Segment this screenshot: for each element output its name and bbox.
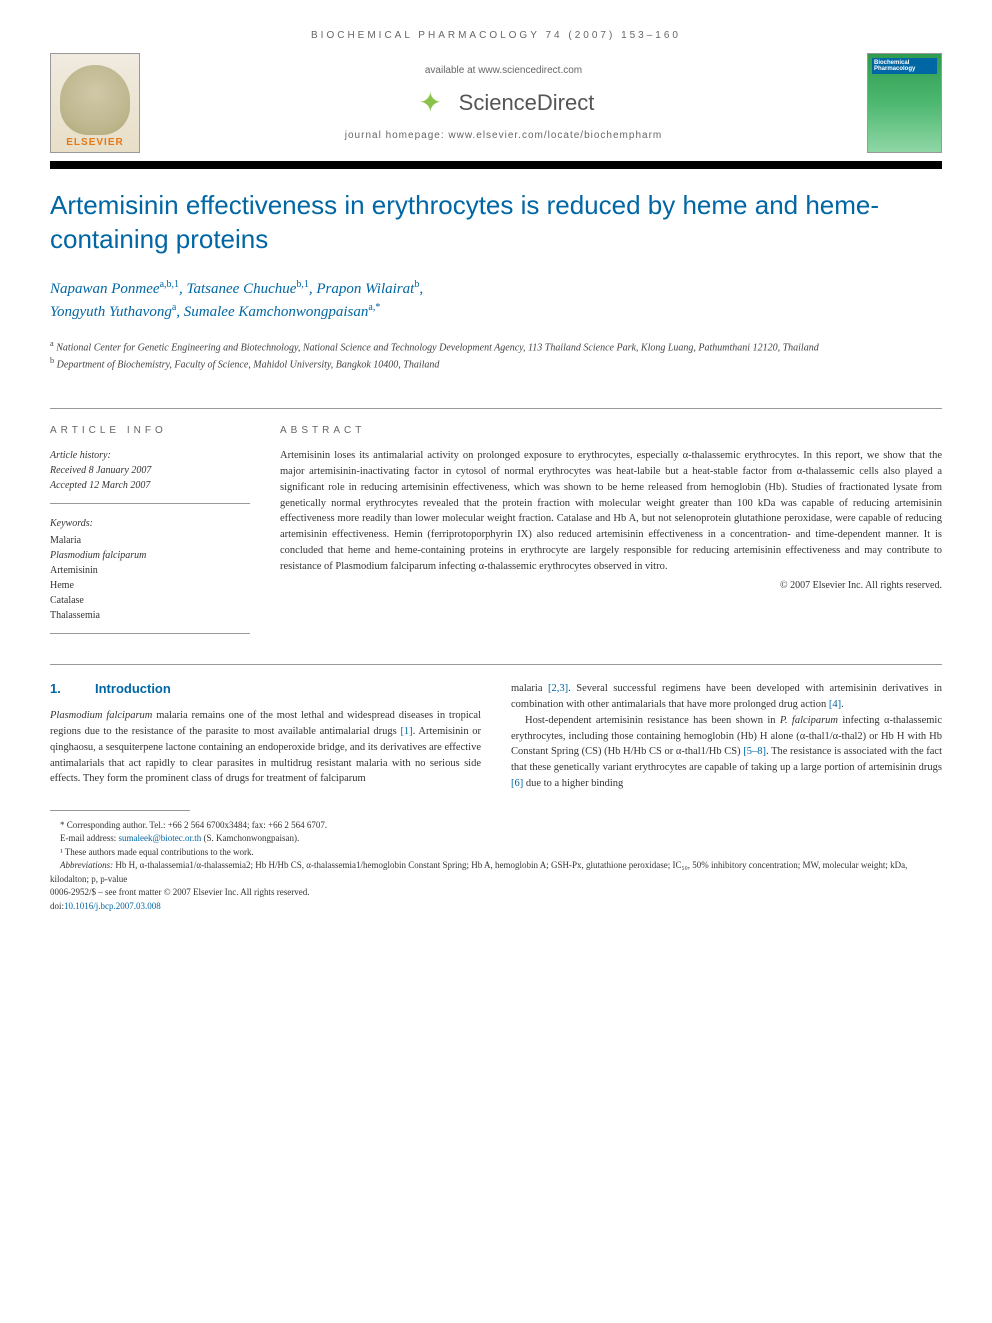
abstract: ABSTRACT Artemisinin loses its antimalar… bbox=[280, 425, 942, 634]
article-info: ARTICLE INFO Article history: Received 8… bbox=[50, 425, 250, 634]
equal-contribution: ¹ These authors made equal contributions… bbox=[50, 846, 942, 860]
section-heading: 1.Introduction bbox=[50, 681, 481, 696]
keyword: Plasmodium falciparum bbox=[50, 548, 250, 563]
author: Napawan Ponmeea,b,1 bbox=[50, 281, 179, 297]
column-right: malaria [2,3]. Several successful regime… bbox=[511, 681, 942, 791]
author: Sumalee Kamchonwongpaisana,* bbox=[184, 304, 381, 320]
title-section: Artemisinin effectiveness in erythrocyte… bbox=[50, 169, 942, 392]
email-link[interactable]: sumaleek@biotec.or.th bbox=[118, 833, 201, 843]
author: Prapon Wilairatb bbox=[316, 281, 419, 297]
separator-bar bbox=[50, 161, 942, 169]
ref-link[interactable]: [5–8] bbox=[743, 746, 766, 757]
article-info-header: ARTICLE INFO bbox=[50, 425, 250, 436]
info-abstract-row: ARTICLE INFO Article history: Received 8… bbox=[50, 425, 942, 634]
cover-title: Biochemical Pharmacology bbox=[872, 58, 937, 74]
body-text: malaria [2,3]. Several successful regime… bbox=[511, 681, 942, 791]
article-title: Artemisinin effectiveness in erythrocyte… bbox=[50, 189, 942, 257]
keyword: Catalase bbox=[50, 593, 250, 608]
issn-line: 0006-2952/$ – see front matter © 2007 El… bbox=[50, 886, 942, 900]
author: Tatsanee Chuchueb,1 bbox=[187, 281, 309, 297]
keywords-list: Malaria Plasmodium falciparum Artemisini… bbox=[50, 533, 250, 634]
doi-line: doi:10.1016/j.bcp.2007.03.008 bbox=[50, 900, 942, 914]
keyword: Heme bbox=[50, 578, 250, 593]
sciencedirect-text: ScienceDirect bbox=[459, 90, 595, 116]
affiliations: a National Center for Genetic Engineerin… bbox=[50, 338, 942, 373]
article-history: Article history: Received 8 January 2007… bbox=[50, 448, 250, 504]
paragraph: Host-dependent artemisinin resistance ha… bbox=[511, 713, 942, 792]
body-columns: 1.Introduction Plasmodium falciparum mal… bbox=[50, 681, 942, 791]
sciencedirect-icon bbox=[413, 88, 453, 118]
history-label: Article history: bbox=[50, 448, 250, 463]
affiliation-b: b Department of Biochemistry, Faculty of… bbox=[50, 355, 942, 372]
journal-cover: Biochemical Pharmacology bbox=[867, 53, 942, 153]
received-date: Received 8 January 2007 bbox=[50, 463, 250, 478]
keyword: Malaria bbox=[50, 533, 250, 548]
header-center: available at www.sciencedirect.com Scien… bbox=[155, 65, 852, 141]
running-head: BIOCHEMICAL PHARMACOLOGY 74 (2007) 153–1… bbox=[50, 30, 942, 41]
sciencedirect-logo[interactable]: ScienceDirect bbox=[413, 88, 595, 118]
paragraph: malaria [2,3]. Several successful regime… bbox=[511, 681, 942, 713]
keyword: Artemisinin bbox=[50, 563, 250, 578]
corresponding-author: * Corresponding author. Tel.: +66 2 564 … bbox=[50, 819, 942, 833]
abstract-text: Artemisinin loses its antimalarial activ… bbox=[280, 448, 942, 574]
author: Yongyuth Yuthavonga bbox=[50, 304, 176, 320]
doi-link[interactable]: 10.1016/j.bcp.2007.03.008 bbox=[64, 901, 161, 911]
header-band: ELSEVIER available at www.sciencedirect.… bbox=[50, 53, 942, 153]
elsevier-logo: ELSEVIER bbox=[50, 53, 140, 153]
keywords-label: Keywords: bbox=[50, 518, 250, 529]
available-text: available at www.sciencedirect.com bbox=[155, 65, 852, 76]
paragraph: Plasmodium falciparum malaria remains on… bbox=[50, 708, 481, 787]
journal-homepage: journal homepage: www.elsevier.com/locat… bbox=[155, 130, 852, 141]
section-title: Introduction bbox=[95, 681, 171, 696]
elsevier-text: ELSEVIER bbox=[66, 137, 123, 148]
ref-link[interactable]: [4] bbox=[829, 699, 841, 710]
affiliation-a: a National Center for Genetic Engineerin… bbox=[50, 338, 942, 355]
ref-link[interactable]: [1] bbox=[400, 726, 412, 737]
divider bbox=[50, 408, 942, 409]
keyword: Thalassemia bbox=[50, 608, 250, 623]
keywords-block: Keywords: Malaria Plasmodium falciparum … bbox=[50, 518, 250, 634]
column-left: 1.Introduction Plasmodium falciparum mal… bbox=[50, 681, 481, 791]
ref-link[interactable]: [6] bbox=[511, 778, 523, 789]
email-line: E-mail address: sumaleek@biotec.or.th (S… bbox=[50, 832, 942, 846]
body-text: Plasmodium falciparum malaria remains on… bbox=[50, 708, 481, 787]
footnote-divider bbox=[50, 810, 190, 811]
abbreviations: Abbreviations: Hb H, α-thalassemia1/α-th… bbox=[50, 859, 942, 886]
section-number: 1. bbox=[50, 681, 95, 696]
footnotes: * Corresponding author. Tel.: +66 2 564 … bbox=[50, 819, 942, 914]
copyright: © 2007 Elsevier Inc. All rights reserved… bbox=[280, 580, 942, 591]
elsevier-tree-icon bbox=[60, 65, 130, 135]
abstract-header: ABSTRACT bbox=[280, 425, 942, 436]
ref-link[interactable]: [2,3] bbox=[548, 683, 568, 694]
authors: Napawan Ponmeea,b,1, Tatsanee Chuchueb,1… bbox=[50, 277, 942, 324]
divider bbox=[50, 664, 942, 665]
accepted-date: Accepted 12 March 2007 bbox=[50, 478, 250, 493]
